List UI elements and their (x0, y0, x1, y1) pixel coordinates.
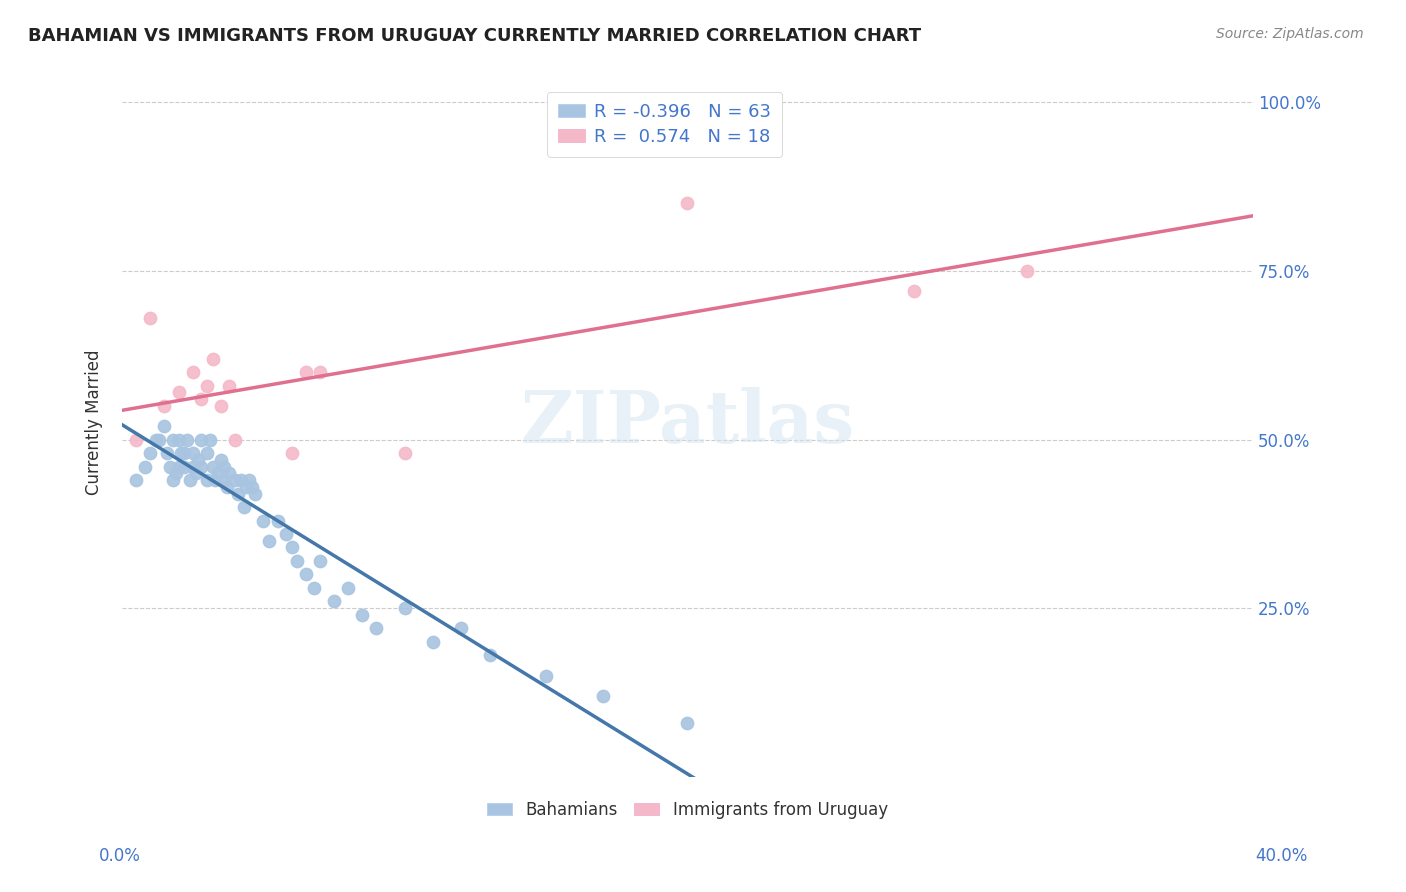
Point (903, 284, 925, 298)
Point (280, 446, 302, 460)
Point (337, 581, 360, 595)
Point (179, 473, 201, 487)
Point (195, 446, 218, 460)
Point (173, 459, 195, 474)
Point (235, 480, 257, 494)
Point (1015, 264, 1038, 278)
Point (176, 433, 198, 447)
Point (195, 473, 218, 487)
Point (257, 533, 280, 548)
Point (352, 607, 374, 622)
Point (162, 473, 184, 487)
Point (450, 622, 472, 636)
Point (224, 473, 246, 487)
Point (153, 399, 176, 413)
Point (252, 514, 274, 528)
Point (148, 433, 170, 447)
Point (201, 351, 224, 366)
Point (162, 433, 184, 447)
Point (181, 459, 204, 474)
Point (190, 459, 212, 474)
Text: ZIPatlas: ZIPatlas (520, 387, 855, 458)
Y-axis label: Currently Married: Currently Married (86, 350, 103, 495)
Point (204, 473, 226, 487)
Point (139, 311, 162, 326)
Point (207, 467, 229, 481)
Point (190, 392, 212, 406)
Point (173, 446, 195, 460)
Point (294, 567, 316, 582)
Point (170, 446, 193, 460)
Point (422, 635, 444, 649)
Point (165, 467, 187, 481)
Point (224, 433, 246, 447)
Point (478, 648, 501, 663)
Point (676, 196, 699, 211)
Point (394, 446, 416, 460)
Point (676, 715, 699, 730)
Point (226, 486, 249, 500)
Point (229, 473, 252, 487)
Point (145, 433, 167, 447)
Point (134, 459, 156, 474)
Point (181, 365, 204, 379)
Point (212, 473, 235, 487)
Point (195, 378, 218, 392)
Point (218, 378, 240, 392)
Point (366, 622, 388, 636)
Point (266, 514, 288, 528)
Point (125, 473, 148, 487)
Point (232, 500, 254, 514)
Point (139, 446, 162, 460)
Point (240, 480, 263, 494)
Point (209, 399, 232, 413)
Point (184, 467, 207, 481)
Point (274, 527, 297, 541)
Point (323, 594, 346, 608)
Text: 40.0%: 40.0% (1256, 847, 1308, 865)
Point (190, 433, 212, 447)
Point (209, 452, 232, 467)
Point (201, 459, 224, 474)
Point (280, 541, 302, 555)
Point (167, 385, 190, 400)
Point (294, 365, 316, 379)
Point (125, 433, 148, 447)
Point (159, 459, 181, 474)
Point (285, 554, 308, 568)
Point (534, 668, 557, 682)
Point (212, 459, 235, 474)
Point (156, 446, 179, 460)
Point (167, 459, 190, 474)
Point (304, 581, 326, 595)
Text: Source: ZipAtlas.com: Source: ZipAtlas.com (1216, 27, 1364, 41)
Point (181, 446, 204, 460)
Point (394, 601, 416, 615)
Point (167, 433, 190, 447)
Point (309, 554, 332, 568)
Legend: Bahamians, Immigrants from Uruguay: Bahamians, Immigrants from Uruguay (481, 794, 894, 825)
Point (218, 467, 240, 481)
Point (592, 689, 614, 703)
Text: BAHAMIAN VS IMMIGRANTS FROM URUGUAY CURRENTLY MARRIED CORRELATION CHART: BAHAMIAN VS IMMIGRANTS FROM URUGUAY CURR… (28, 27, 921, 45)
Point (198, 433, 221, 447)
Point (187, 452, 209, 467)
Point (153, 419, 176, 434)
Point (215, 480, 238, 494)
Point (243, 486, 266, 500)
Text: 0.0%: 0.0% (98, 847, 141, 865)
Point (238, 473, 260, 487)
Point (309, 365, 332, 379)
